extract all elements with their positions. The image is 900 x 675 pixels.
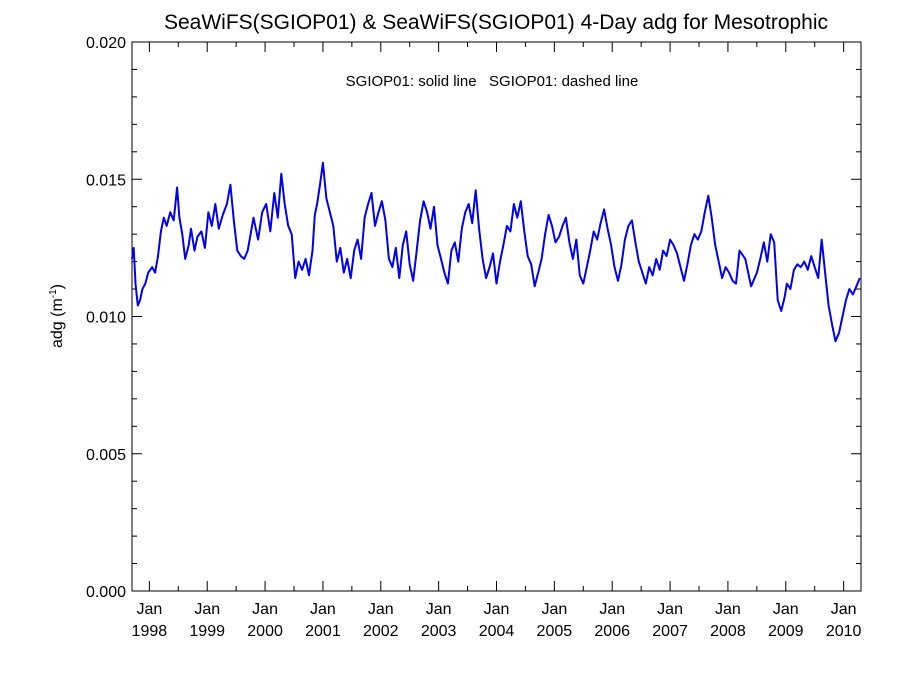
x-axis: Jan 1998 Jan 1999 Jan 2000 Jan 2001 Jan 2002 Jan 20… [132, 42, 862, 640]
x-tick-label-year: 2000 [247, 623, 283, 640]
x-tick-label-year: 2010 [826, 623, 862, 640]
series-layer [131, 161, 861, 343]
y-tick-label: 0.000 [86, 584, 126, 601]
series-annotation: SGIOP01: solid line SGIOP01: dashed line [346, 73, 639, 90]
y-tick-label: 0.015 [86, 172, 126, 189]
x-tick-label-month: Jan [310, 601, 336, 618]
x-tick-label-month: Jan [599, 601, 625, 618]
x-tick-label-month: Jan [426, 601, 452, 618]
x-tick-label-month: Jan [773, 601, 799, 618]
x-tick-label-year: 1999 [189, 623, 225, 640]
x-tick-label-year: 2009 [768, 623, 804, 640]
x-tick-label-year: 2001 [305, 623, 341, 640]
chart-title: SeaWiFS(SGIOP01) & SeaWiFS(SGIOP01) 4-Da… [164, 11, 828, 34]
plot-frame [131, 41, 862, 592]
x-tick-label-year: 1998 [132, 623, 168, 640]
y-axis: 0.000 0.005 0.010 0.015 0.020 [86, 35, 861, 601]
series-line [131, 161, 861, 343]
y-axis-label-close: ) [49, 284, 66, 289]
x-tick-label-year: 2006 [594, 623, 630, 640]
x-tick-label-month: Jan [252, 601, 278, 618]
y-tick-label: 0.005 [86, 447, 126, 464]
x-tick-label-year: 2008 [710, 623, 746, 640]
x-tick-label-month: Jan [368, 601, 394, 618]
x-tick-label-month: Jan [484, 601, 510, 618]
y-axis-label-sup: -1 [48, 289, 59, 298]
x-tick-label-month: Jan [194, 601, 220, 618]
y-axis-label-main: adg (m [49, 298, 66, 348]
x-tick-label-month: Jan [657, 601, 683, 618]
y-tick-label: 0.020 [86, 35, 126, 52]
y-axis-label: adg (m-1) [48, 284, 66, 348]
x-tick-label-month: Jan [541, 601, 567, 618]
x-tick-label-month: Jan [831, 601, 857, 618]
x-tick-label-year: 2002 [363, 623, 399, 640]
x-tick-label-month: Jan [136, 601, 162, 618]
x-tick-label-year: 2004 [479, 623, 515, 640]
x-tick-label-year: 2007 [652, 623, 688, 640]
x-tick-label-year: 2005 [537, 623, 573, 640]
x-tick-label-year: 2003 [421, 623, 457, 640]
y-tick-label: 0.010 [86, 310, 126, 327]
x-tick-label-month: Jan [715, 601, 741, 618]
